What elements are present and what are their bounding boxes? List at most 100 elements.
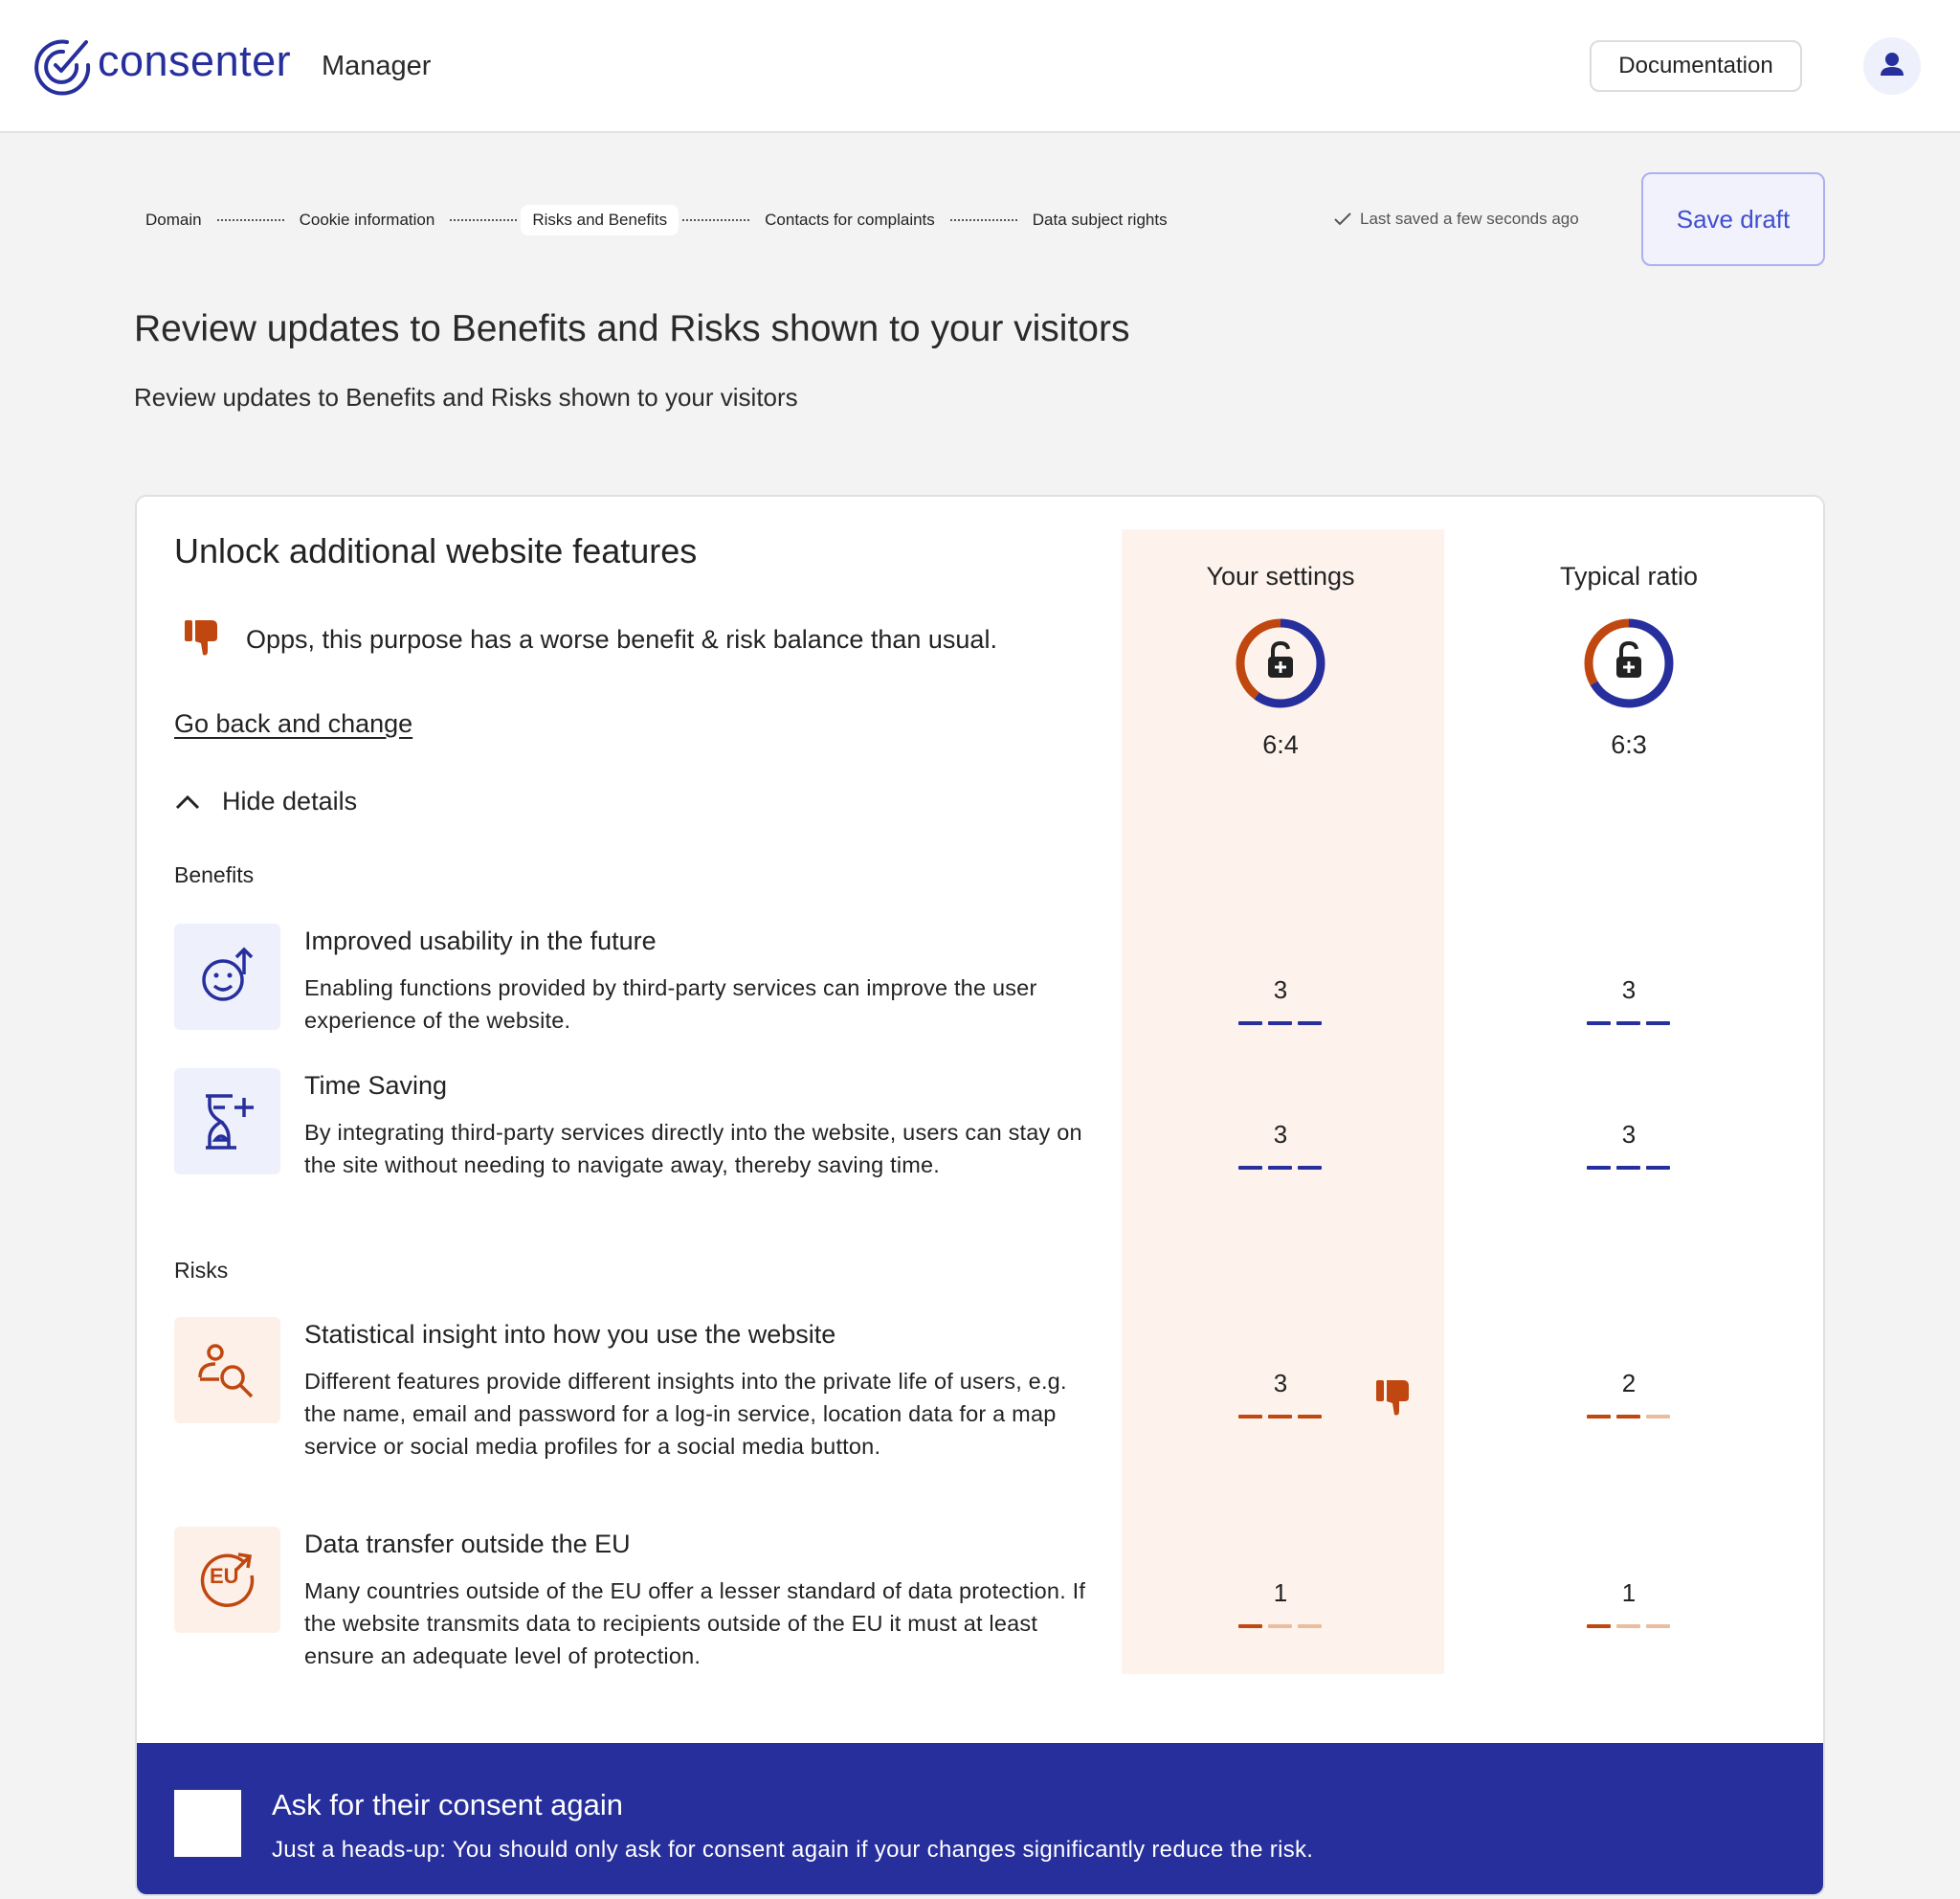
step-separator bbox=[450, 219, 518, 221]
lock-shackle bbox=[1271, 640, 1290, 658]
icon-box bbox=[174, 924, 280, 1030]
ratio-donut bbox=[1236, 618, 1325, 708]
card-title: Unlock additional website features bbox=[174, 531, 698, 570]
icon-badge: EU bbox=[210, 1564, 239, 1588]
thumbs-down-icon bbox=[185, 620, 217, 656]
value-dash bbox=[1238, 1624, 1262, 1628]
item-icon bbox=[201, 947, 253, 1001]
icon-box: EU bbox=[174, 1527, 280, 1633]
value-dash bbox=[1298, 1166, 1322, 1170]
value-dashes bbox=[1587, 1624, 1670, 1628]
item-value: 3 bbox=[1273, 975, 1288, 1004]
highlight-column bbox=[1122, 529, 1444, 1674]
worse-icon-hand bbox=[1387, 1380, 1409, 1416]
value-dash bbox=[1587, 1415, 1611, 1419]
value-dash bbox=[1268, 1415, 1292, 1419]
details-toggle[interactable]: Hide details bbox=[174, 787, 357, 816]
ratio-donut bbox=[1584, 618, 1674, 708]
item-value: 2 bbox=[1621, 1369, 1637, 1397]
step[interactable]: Data subject rights bbox=[1032, 211, 1168, 229]
lock-shackle bbox=[1619, 640, 1638, 658]
banner-note: Just a heads-up: You should only ask for… bbox=[272, 1837, 1314, 1863]
banner-title: Ask for their consent again bbox=[272, 1788, 624, 1821]
ratio-label: 6:4 bbox=[1262, 730, 1299, 759]
step-separator bbox=[949, 219, 1017, 221]
value-dash bbox=[1616, 1021, 1640, 1025]
icon-box bbox=[174, 1317, 280, 1423]
item-value: 3 bbox=[1273, 1120, 1288, 1149]
consent-checkbox[interactable] bbox=[174, 1790, 241, 1857]
value-dash bbox=[1616, 1624, 1640, 1628]
item-description: Many countries outside of the EU offer a… bbox=[304, 1578, 1086, 1668]
column-title: Typical ratio bbox=[1559, 562, 1699, 591]
step[interactable]: Domain bbox=[145, 211, 202, 229]
value-dashes bbox=[1587, 1415, 1670, 1419]
value-dash bbox=[1646, 1415, 1670, 1419]
value-dash bbox=[1646, 1166, 1670, 1170]
value-dash bbox=[1268, 1021, 1292, 1025]
value-dashes bbox=[1238, 1166, 1322, 1170]
save-status: Last saved a few seconds ago bbox=[1333, 210, 1579, 229]
item-value: 1 bbox=[1273, 1578, 1288, 1607]
lock-plus bbox=[1623, 661, 1635, 673]
worse-icon-cuff bbox=[1376, 1380, 1384, 1401]
item-description: Different features provide different ins… bbox=[304, 1369, 1067, 1459]
value-dash bbox=[1268, 1624, 1292, 1628]
header: consenter Manager Documentation bbox=[0, 0, 1960, 133]
go-back-link[interactable]: Go back and change bbox=[174, 709, 413, 738]
value-dashes bbox=[1238, 1415, 1322, 1419]
check-icon bbox=[1334, 212, 1351, 226]
value-dash bbox=[1646, 1021, 1670, 1025]
worse-icon bbox=[1376, 1380, 1409, 1416]
chevron-up bbox=[175, 794, 200, 809]
stepper: Domain Cookie information Risks and Benefi… bbox=[134, 204, 1179, 236]
card: Unlock additional website features Opps,… bbox=[135, 495, 1825, 1896]
item-description: By integrating third-party services dire… bbox=[304, 1120, 1082, 1177]
documentation-button[interactable]: Documentation bbox=[1590, 40, 1802, 92]
value-dash bbox=[1238, 1166, 1262, 1170]
step-separator bbox=[682, 219, 750, 221]
step[interactable]: Risks and Benefits bbox=[521, 205, 679, 235]
value-dash bbox=[1238, 1021, 1262, 1025]
item-title: Statistical insight into how you use the… bbox=[304, 1320, 836, 1349]
value-dash bbox=[1268, 1166, 1292, 1170]
value-dashes bbox=[1587, 1021, 1670, 1025]
avatar-icon bbox=[1881, 53, 1904, 76]
save-draft-button[interactable]: Save draft bbox=[1641, 172, 1825, 266]
value-dash bbox=[1587, 1166, 1611, 1170]
value-dashes bbox=[1587, 1166, 1670, 1170]
item-value: 3 bbox=[1621, 1120, 1637, 1149]
value-dash bbox=[1646, 1624, 1670, 1628]
item-title: Time Saving bbox=[304, 1071, 448, 1100]
item-value: 3 bbox=[1621, 975, 1637, 1004]
consent-banner: Ask for their consent again Just a heads… bbox=[137, 1743, 1823, 1894]
step[interactable]: Cookie information bbox=[299, 211, 435, 229]
icon-box bbox=[174, 1068, 280, 1174]
product-name: Manager bbox=[322, 51, 432, 81]
value-dashes bbox=[1238, 1021, 1322, 1025]
avatar[interactable] bbox=[1863, 37, 1921, 95]
item-description: Enabling functions provided by third-par… bbox=[304, 975, 1037, 1033]
page-title: Review updates to Benefits and Risks sho… bbox=[134, 308, 1130, 349]
item-icon bbox=[200, 1552, 254, 1607]
item-title: Data transfer outside the EU bbox=[304, 1530, 631, 1558]
value-dash bbox=[1238, 1415, 1262, 1419]
item-icon bbox=[205, 1093, 254, 1150]
value-dash bbox=[1298, 1021, 1322, 1025]
toggle-text: Hide details bbox=[222, 787, 358, 815]
warning-text: Opps, this purpose has a worse benefit &… bbox=[246, 625, 997, 654]
logo-text: consenter bbox=[98, 36, 292, 85]
value-dash bbox=[1616, 1166, 1640, 1170]
item-value: 1 bbox=[1621, 1578, 1637, 1607]
page-subtitle: Review updates to Benefits and Risks sho… bbox=[134, 383, 798, 412]
section-label: Benefits bbox=[174, 862, 255, 887]
value-dash bbox=[1298, 1415, 1322, 1419]
risk-arc bbox=[1236, 618, 1325, 708]
value-dash bbox=[1298, 1624, 1322, 1628]
item-title: Improved usability in the future bbox=[304, 927, 657, 955]
step[interactable]: Contacts for complaints bbox=[765, 211, 935, 229]
risk-arc bbox=[1584, 618, 1674, 708]
value-dash bbox=[1587, 1021, 1611, 1025]
